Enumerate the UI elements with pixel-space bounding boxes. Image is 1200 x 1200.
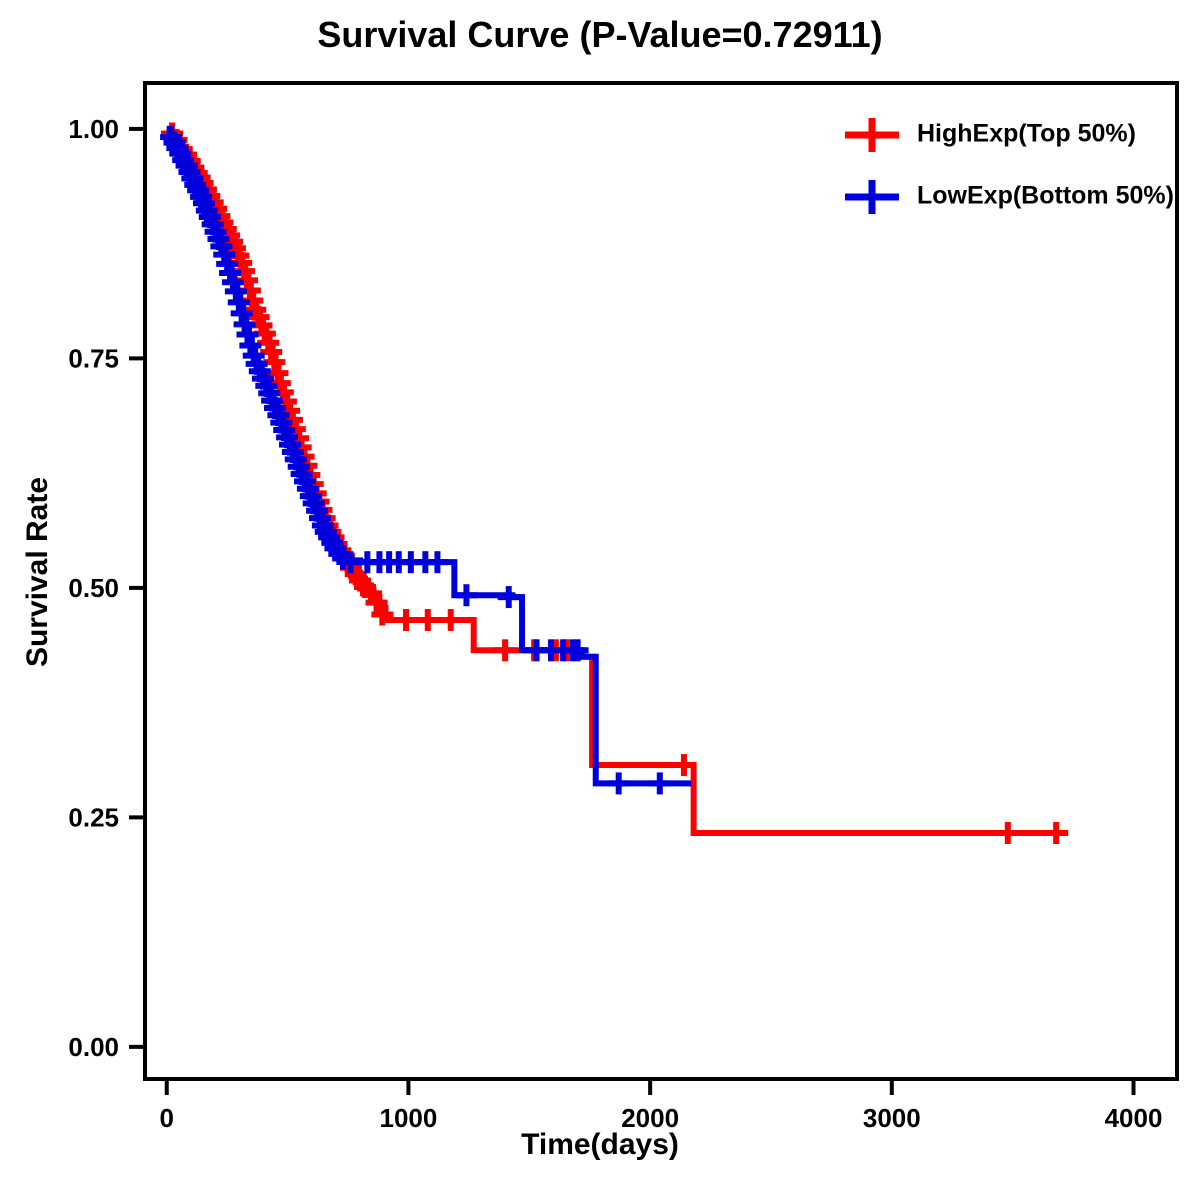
chart-legend[interactable]: HighExp(Top 50%) LowExp(Bottom 50%) [845,118,1174,214]
series-low-exp [160,125,692,795]
x-tick-label: 1000 [380,1103,438,1133]
x-tick-label: 2000 [621,1103,679,1133]
legend-item-low-exp[interactable]: LowExp(Bottom 50%) [845,180,1174,214]
plot-frame [143,81,1179,1081]
y-tick-label: 0.75 [68,343,119,373]
y-axis-ticks: 0.00 0.25 0.50 0.75 1.00 [68,114,145,1062]
legend-label: LowExp(Bottom 50%) [917,182,1174,210]
page-title: Survival Curve (P-Value=0.72911) [317,14,883,55]
x-tick-label: 4000 [1105,1103,1163,1133]
axis-frame [143,81,1179,1081]
legend-item-high-exp[interactable]: HighExp(Top 50%) [845,118,1136,152]
y-tick-label: 1.00 [68,114,119,144]
x-tick-label: 0 [160,1103,174,1133]
x-axis-ticks: 0 1000 2000 3000 4000 [160,1079,1163,1133]
y-tick-label: 0.50 [68,573,119,603]
legend-label: HighExp(Top 50%) [917,120,1136,148]
y-tick-label: 0.00 [68,1032,119,1062]
x-tick-label: 3000 [863,1103,921,1133]
series-layer [160,122,1069,844]
y-tick-label: 0.25 [68,802,119,832]
x-axis-title: Time(days) [521,1128,679,1161]
survival-step-line [166,125,692,787]
